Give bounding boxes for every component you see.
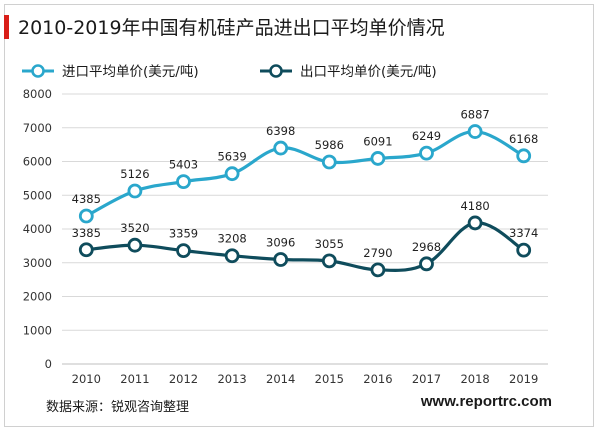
data-point — [127, 237, 143, 253]
data-point — [370, 151, 386, 166]
data-label: 5126 — [120, 167, 149, 181]
data-label: 3520 — [120, 221, 149, 235]
data-point — [370, 262, 386, 278]
data-point — [127, 183, 143, 199]
data-label: 2790 — [363, 246, 392, 260]
series-line-1 — [85, 129, 525, 218]
y-tick-label: 2000 — [23, 290, 52, 304]
legend-marker-1 — [31, 64, 45, 78]
x-tick-label: 2014 — [266, 372, 295, 386]
data-label: 5403 — [169, 158, 198, 172]
title-bar: 2010-2019年中国有机硅产品进出口平均单价情况 — [4, 10, 524, 40]
data-point — [273, 140, 289, 156]
y-tick-label: 5000 — [23, 188, 52, 202]
x-tick-label: 2011 — [120, 372, 149, 386]
data-label: 4385 — [72, 192, 101, 206]
x-tick-label: 2012 — [169, 372, 198, 386]
data-label: 6887 — [460, 108, 489, 122]
source-note: 数据来源：锐观咨询整理 — [46, 400, 190, 415]
data-label: 6249 — [412, 129, 441, 143]
data-label: 4180 — [460, 199, 489, 213]
series-line-2 — [86, 221, 525, 272]
x-tick-label: 2016 — [363, 372, 392, 386]
x-tick-label: 2013 — [217, 372, 246, 386]
data-point — [516, 242, 532, 258]
x-tick-label: 2018 — [460, 372, 489, 386]
x-tick-label: 2019 — [509, 372, 538, 386]
data-label: 2968 — [412, 240, 441, 254]
y-tick-label: 7000 — [23, 121, 52, 135]
data-label: 3385 — [72, 226, 101, 240]
data-point — [467, 124, 483, 139]
data-point — [321, 253, 337, 269]
data-point — [321, 154, 337, 170]
data-point — [176, 243, 191, 259]
y-tick-label: 0 — [45, 357, 52, 371]
website-label: www.reportrc.com — [420, 393, 552, 410]
data-label: 3374 — [509, 226, 538, 240]
x-tick-label: 2010 — [72, 372, 101, 386]
title-accent-bar — [4, 15, 9, 39]
data-point — [516, 148, 532, 164]
legend-marker-2 — [269, 64, 283, 78]
y-tick-label: 1000 — [23, 323, 52, 337]
data-point — [78, 242, 94, 258]
data-label: 5986 — [315, 138, 344, 152]
data-label: 3055 — [315, 237, 344, 251]
y-tick-label: 8000 — [23, 87, 52, 101]
legend-label-1: 进口平均单价(美元/吨) — [62, 64, 199, 80]
data-label: 3359 — [169, 227, 198, 241]
legend-label-2: 出口平均单价(美元/吨) — [300, 64, 437, 80]
x-tick-label: 2017 — [412, 372, 441, 386]
data-point — [273, 252, 289, 267]
data-point — [224, 248, 240, 264]
data-label: 3208 — [217, 232, 246, 246]
data-label: 6091 — [363, 134, 392, 148]
y-tick-label: 3000 — [23, 256, 52, 270]
data-point — [419, 256, 434, 272]
data-label: 5639 — [217, 150, 246, 164]
data-point — [224, 166, 240, 182]
y-tick-label: 6000 — [23, 155, 52, 169]
data-point — [78, 208, 94, 224]
x-tick-label: 2015 — [315, 372, 344, 386]
data-point — [176, 174, 191, 190]
chart-title: 2010-2019年中国有机硅产品进出口平均单价情况 — [18, 17, 445, 39]
data-point — [419, 145, 434, 161]
data-point — [467, 215, 483, 231]
y-tick-label: 4000 — [23, 222, 52, 236]
data-label: 6168 — [509, 132, 538, 146]
data-label: 6398 — [266, 124, 295, 138]
chart-frame — [4, 4, 594, 427]
data-label: 3096 — [266, 236, 295, 250]
